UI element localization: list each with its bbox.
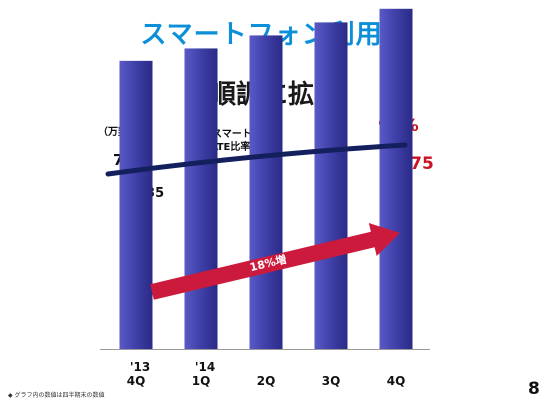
x-tick-label-4-2: 3Q — [322, 374, 341, 388]
footnote: ◆ グラフ内の数値は四半期末の数値 — [8, 392, 105, 399]
lte-ratio-label-line-1: スマートフォン — [212, 129, 282, 140]
bar-1 — [119, 60, 153, 349]
growth-arrow — [150, 222, 400, 300]
x-tick-label-1-1: '13 — [130, 360, 150, 374]
page-number: 8 — [528, 379, 540, 399]
bar-2 — [184, 48, 218, 349]
lte-ratio-label: スマートフォン LTE比率 — [212, 128, 282, 154]
lte-ratio-label-line-2: LTE比率 — [212, 142, 251, 153]
bar-4 — [314, 22, 348, 350]
x-tick-label-5-2: 4Q — [387, 374, 406, 388]
lte-ratio-line — [105, 142, 408, 177]
x-tick-label-2-2: 1Q — [192, 374, 211, 388]
x-tick-label-1-2: 4Q — [127, 374, 146, 388]
x-tick-label-3-2: 2Q — [257, 374, 276, 388]
x-tick-label-2-1: '14 — [195, 360, 215, 374]
bar-3 — [249, 35, 283, 350]
bar-5 — [379, 8, 413, 350]
